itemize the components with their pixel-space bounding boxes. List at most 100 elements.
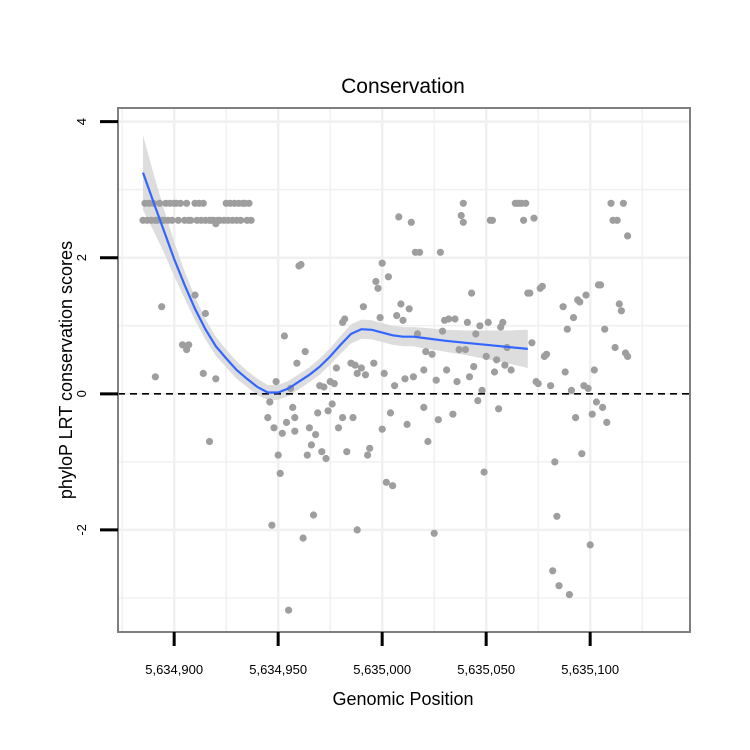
data-point bbox=[401, 375, 409, 383]
data-point bbox=[420, 366, 428, 374]
y-tick-label: 0 bbox=[74, 390, 89, 397]
data-point bbox=[416, 248, 424, 256]
data-point bbox=[534, 380, 542, 388]
data-point bbox=[528, 339, 536, 347]
data-point bbox=[547, 382, 555, 390]
data-point bbox=[382, 478, 390, 486]
data-point bbox=[561, 368, 569, 376]
data-point bbox=[328, 400, 336, 408]
data-point bbox=[291, 427, 299, 435]
data-point bbox=[351, 361, 359, 369]
data-point bbox=[588, 410, 596, 418]
data-point bbox=[530, 214, 538, 222]
x-tick-label: 5,635,050 bbox=[457, 662, 515, 677]
data-point bbox=[301, 348, 309, 356]
confidence-band bbox=[143, 135, 528, 400]
data-point bbox=[409, 373, 417, 381]
data-point bbox=[619, 199, 628, 207]
data-point bbox=[455, 346, 463, 354]
data-point bbox=[268, 521, 276, 529]
data-point bbox=[472, 330, 480, 338]
x-tick-label: 5,635,100 bbox=[561, 662, 619, 677]
data-point bbox=[201, 309, 209, 318]
data-point bbox=[247, 216, 255, 224]
data-point bbox=[459, 218, 467, 226]
data-point bbox=[237, 216, 245, 224]
data-point bbox=[607, 199, 615, 207]
data-point bbox=[445, 315, 453, 323]
data-point bbox=[413, 330, 422, 338]
data-point bbox=[499, 318, 507, 326]
data-point bbox=[380, 369, 388, 377]
data-point bbox=[397, 300, 405, 308]
data-point bbox=[370, 359, 378, 367]
data-point bbox=[395, 213, 403, 221]
data-point bbox=[405, 305, 413, 313]
data-point bbox=[617, 307, 626, 315]
data-point bbox=[551, 458, 559, 466]
data-point bbox=[361, 371, 370, 379]
data-point bbox=[538, 282, 546, 290]
data-point bbox=[493, 356, 501, 364]
data-point bbox=[156, 199, 164, 207]
data-point bbox=[436, 248, 444, 256]
data-point bbox=[624, 352, 632, 360]
data-point bbox=[526, 289, 534, 297]
data-point bbox=[468, 289, 476, 297]
data-point bbox=[476, 322, 484, 330]
data-point bbox=[389, 482, 397, 490]
data-point bbox=[303, 451, 311, 459]
data-point bbox=[309, 511, 318, 519]
data-point bbox=[274, 451, 282, 459]
data-point bbox=[590, 366, 598, 374]
data-point bbox=[386, 409, 395, 417]
data-point bbox=[578, 450, 586, 458]
data-point bbox=[569, 314, 578, 322]
x-axis-title: Genomic Position bbox=[332, 689, 473, 709]
data-point bbox=[599, 403, 607, 411]
data-point bbox=[624, 232, 632, 240]
data-point bbox=[403, 420, 411, 428]
data-point bbox=[420, 403, 428, 411]
data-point bbox=[432, 376, 440, 384]
data-point bbox=[393, 312, 401, 320]
panel-border bbox=[117, 107, 691, 633]
chart-title: Conservation bbox=[341, 75, 465, 98]
data-point bbox=[451, 315, 459, 323]
data-point bbox=[459, 199, 467, 207]
data-point bbox=[285, 606, 293, 614]
data-point bbox=[478, 386, 486, 394]
data-point bbox=[278, 429, 286, 437]
data-point bbox=[199, 199, 207, 207]
data-point bbox=[353, 369, 361, 377]
data-point bbox=[266, 398, 274, 406]
y-tick-label: 4 bbox=[74, 118, 89, 125]
plot-panel bbox=[117, 107, 691, 633]
data-point bbox=[376, 314, 384, 322]
data-point bbox=[576, 298, 584, 306]
data-point bbox=[264, 414, 272, 422]
data-point bbox=[501, 361, 509, 369]
data-point bbox=[330, 380, 338, 388]
data-point bbox=[334, 424, 343, 432]
data-point bbox=[357, 364, 365, 372]
smooth-trend-line bbox=[141, 172, 528, 394]
data-point bbox=[199, 369, 207, 377]
data-point bbox=[384, 273, 392, 281]
data-point bbox=[572, 414, 580, 422]
data-point bbox=[291, 414, 299, 422]
data-point bbox=[449, 410, 457, 418]
data-point bbox=[359, 303, 367, 311]
data-point bbox=[366, 444, 374, 452]
data-point bbox=[507, 366, 515, 374]
data-point bbox=[399, 316, 407, 324]
data-point bbox=[474, 397, 482, 405]
data-point bbox=[353, 526, 361, 534]
data-point bbox=[465, 373, 474, 381]
data-point bbox=[282, 418, 291, 426]
x-tick-label: 5,634,900 bbox=[145, 662, 203, 677]
data-point bbox=[592, 398, 601, 406]
data-point bbox=[428, 350, 436, 358]
data-point bbox=[597, 281, 605, 289]
data-point bbox=[276, 469, 284, 477]
